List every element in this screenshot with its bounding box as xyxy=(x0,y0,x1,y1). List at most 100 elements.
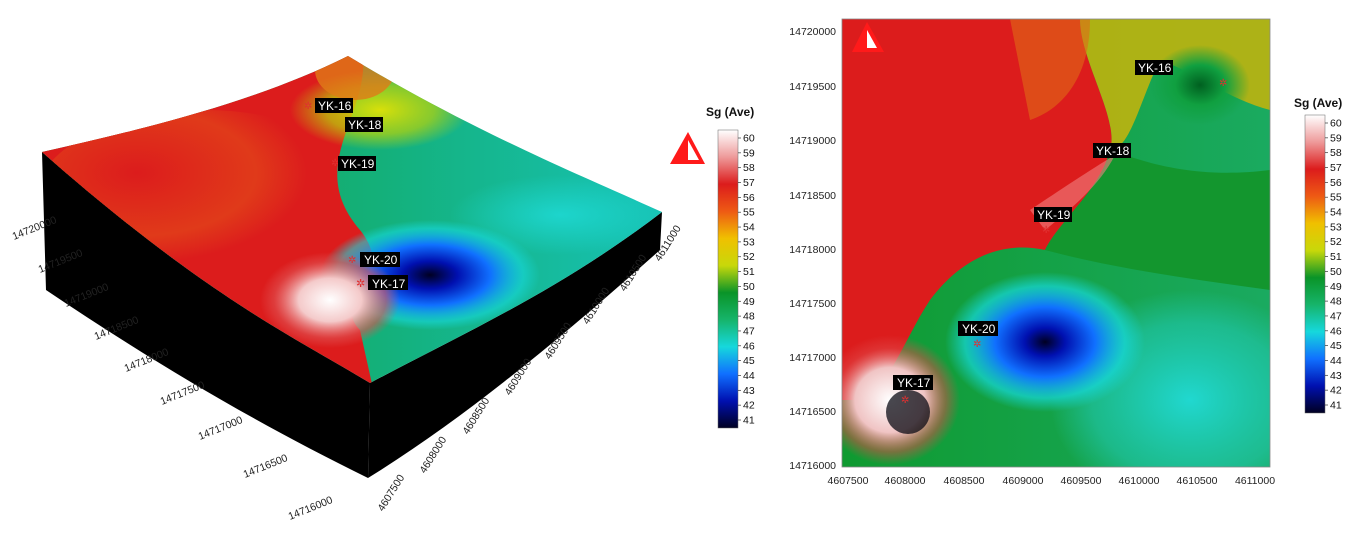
well-label: YK-20 xyxy=(364,253,398,267)
legend-tick-label: 46 xyxy=(743,340,755,352)
legend: Sg (Ave) 60 59 58 57 56 55 54 53 52 51 50 49 48 47 46 4… xyxy=(706,105,755,429)
block-left-face xyxy=(42,152,370,478)
plan-map: 14720000 14719500 14719000 14718500 1471… xyxy=(789,18,1342,487)
well-marker-icon: ✲ xyxy=(348,255,356,266)
well-yk-17[interactable]: YK-17 ✲ xyxy=(893,375,933,406)
well-yk-17[interactable]: ✲ YK-17 xyxy=(356,275,408,291)
well-marker-icon: ✲ xyxy=(356,278,365,290)
x-tick-label: 4611000 xyxy=(1235,475,1275,487)
legend-tick-label: 53 xyxy=(1330,221,1342,233)
x-tick-label: 4607500 xyxy=(828,475,869,487)
x-axis: 4607500 4608000 4608500 4609000 4609500 … xyxy=(828,475,1276,487)
surface-3d-view: 14720000 14719500 14719000 14718500 1471… xyxy=(11,56,755,523)
legend-tick-label: 48 xyxy=(1330,296,1342,308)
well-yk-19[interactable]: YK-19 ✲ xyxy=(1034,207,1072,236)
legend-colorbar xyxy=(717,129,739,429)
legend-tick-label: 54 xyxy=(743,222,755,234)
well-label: YK-18 xyxy=(1096,144,1130,158)
x-tick-label: 4609000 xyxy=(1003,475,1044,487)
well-label: YK-19 xyxy=(341,157,375,171)
surface-3d-panel: 14720000 14719500 14719000 14718500 1471… xyxy=(11,56,755,523)
well-yk-20[interactable]: YK-20 ✲ xyxy=(958,321,998,350)
y-tick-label: 14717000 xyxy=(197,414,245,443)
block-front-face xyxy=(368,212,662,478)
well-yk-20[interactable]: ✲ YK-20 xyxy=(348,252,400,267)
legend-tick-label: 53 xyxy=(743,236,755,248)
legend-tick-label: 51 xyxy=(1330,251,1342,263)
x-tick-label: 4610000 xyxy=(1119,475,1160,487)
y-tick-label: 14719000 xyxy=(789,135,836,147)
y-tick-label: 14716500 xyxy=(789,406,836,418)
legend-title: Sg (Ave) xyxy=(706,105,754,119)
legend-ticks: 60 59 58 57 56 55 54 53 52 51 50 49 48 47 46 45 44 43 42 41 xyxy=(1325,118,1342,412)
legend-tick-label: 55 xyxy=(1330,192,1342,204)
well-label: YK-16 xyxy=(318,99,352,113)
legend-tick-label: 54 xyxy=(1330,207,1342,219)
legend-tick-label: 52 xyxy=(743,251,755,263)
well-marker-icon: ✲ xyxy=(1042,225,1050,236)
well-label: YK-19 xyxy=(1037,208,1071,222)
x-tick-label: 4610500 xyxy=(1177,475,1218,487)
legend-tick-label: 42 xyxy=(743,400,755,412)
well-yk-16[interactable]: ✲ YK-16 xyxy=(304,98,353,113)
legend-tick-label: 55 xyxy=(743,207,755,219)
legend-tick-label: 46 xyxy=(1330,325,1342,337)
legend-tick-label: 59 xyxy=(1330,132,1342,144)
legend-tick-label: 50 xyxy=(1330,266,1342,278)
well-label: YK-17 xyxy=(897,376,931,390)
legend-tick-label: 48 xyxy=(743,311,755,323)
well-label: YK-16 xyxy=(1138,61,1172,75)
y-tick-label: 14717500 xyxy=(789,298,836,310)
plan-map-panel: 14720000 14719500 14719000 14718500 1471… xyxy=(760,0,1366,532)
legend-tick-label: 44 xyxy=(743,370,755,382)
y-tick-label: 14717000 xyxy=(789,352,836,364)
plot-frame xyxy=(841,18,1271,468)
legend-tick-label: 42 xyxy=(1330,385,1342,397)
legend-tick-label: 45 xyxy=(1330,340,1342,352)
well-label: YK-20 xyxy=(962,322,996,336)
well-yk-19[interactable]: ✲ YK-19 xyxy=(331,156,376,171)
legend-tick-label: 41 xyxy=(743,415,755,427)
legend-tick-label: 60 xyxy=(1330,118,1342,130)
legend-tick-label: 49 xyxy=(1330,281,1342,293)
legend-tick-label: 56 xyxy=(1330,177,1342,189)
well-marker-icon: ✲ xyxy=(901,395,909,406)
legend-tick-label: 52 xyxy=(1330,236,1342,248)
y-tick-label: 14716000 xyxy=(789,460,836,472)
x-tick-label: 4608000 xyxy=(885,475,926,487)
legend-tick-label: 43 xyxy=(743,385,755,397)
legend-tick-label: 45 xyxy=(743,355,755,367)
well-label: YK-17 xyxy=(372,277,406,291)
legend-tick-label: 41 xyxy=(1330,400,1342,412)
legend-tick-label: 60 xyxy=(743,133,755,145)
legend-ticks: 60 59 58 57 56 55 54 53 52 51 50 49 48 47 46 45 44 43 42 41 xyxy=(738,133,755,427)
legend-tick-label: 57 xyxy=(743,177,755,189)
well-marker-icon: ✲ xyxy=(331,158,339,169)
well-marker-icon: ✲ xyxy=(304,101,312,112)
y-tick-label: 14716000 xyxy=(287,494,335,523)
legend-colorbar xyxy=(1304,114,1326,414)
north-arrow-icon xyxy=(852,22,884,52)
y-axis: 14720000 14719500 14719000 14718500 1471… xyxy=(789,26,836,472)
legend-tick-label: 59 xyxy=(743,147,755,159)
legend-tick-label: 51 xyxy=(743,266,755,278)
x-tick-label: 4607500 xyxy=(375,472,407,513)
well-yk-18[interactable]: YK-18 xyxy=(345,117,383,132)
well-yk-18[interactable]: YK-18 xyxy=(1093,143,1131,158)
legend-tick-label: 57 xyxy=(1330,162,1342,174)
legend-tick-label: 47 xyxy=(743,325,755,337)
well-yk-16[interactable]: YK-16 ✲ xyxy=(1135,60,1227,89)
legend-tick-label: 58 xyxy=(1330,147,1342,159)
legend-title: Sg (Ave) xyxy=(1294,96,1342,110)
legend-tick-label: 56 xyxy=(743,192,755,204)
legend-tick-label: 58 xyxy=(743,162,755,174)
x-tick-label: 4609500 xyxy=(1061,475,1102,487)
legend-tick-label: 49 xyxy=(743,296,755,308)
y-tick-label: 14718000 xyxy=(789,244,836,256)
legend-tick-label: 47 xyxy=(1330,310,1342,322)
north-arrow-icon xyxy=(670,132,705,164)
legend-tick-label: 44 xyxy=(1330,355,1342,367)
legend-tick-label: 43 xyxy=(1330,370,1342,382)
legend: Sg (Ave) 60 59 58 57 56 55 54 53 52 51 50 49 48 47 46 4… xyxy=(1294,96,1342,414)
well-marker-icon: ✲ xyxy=(1219,78,1227,89)
